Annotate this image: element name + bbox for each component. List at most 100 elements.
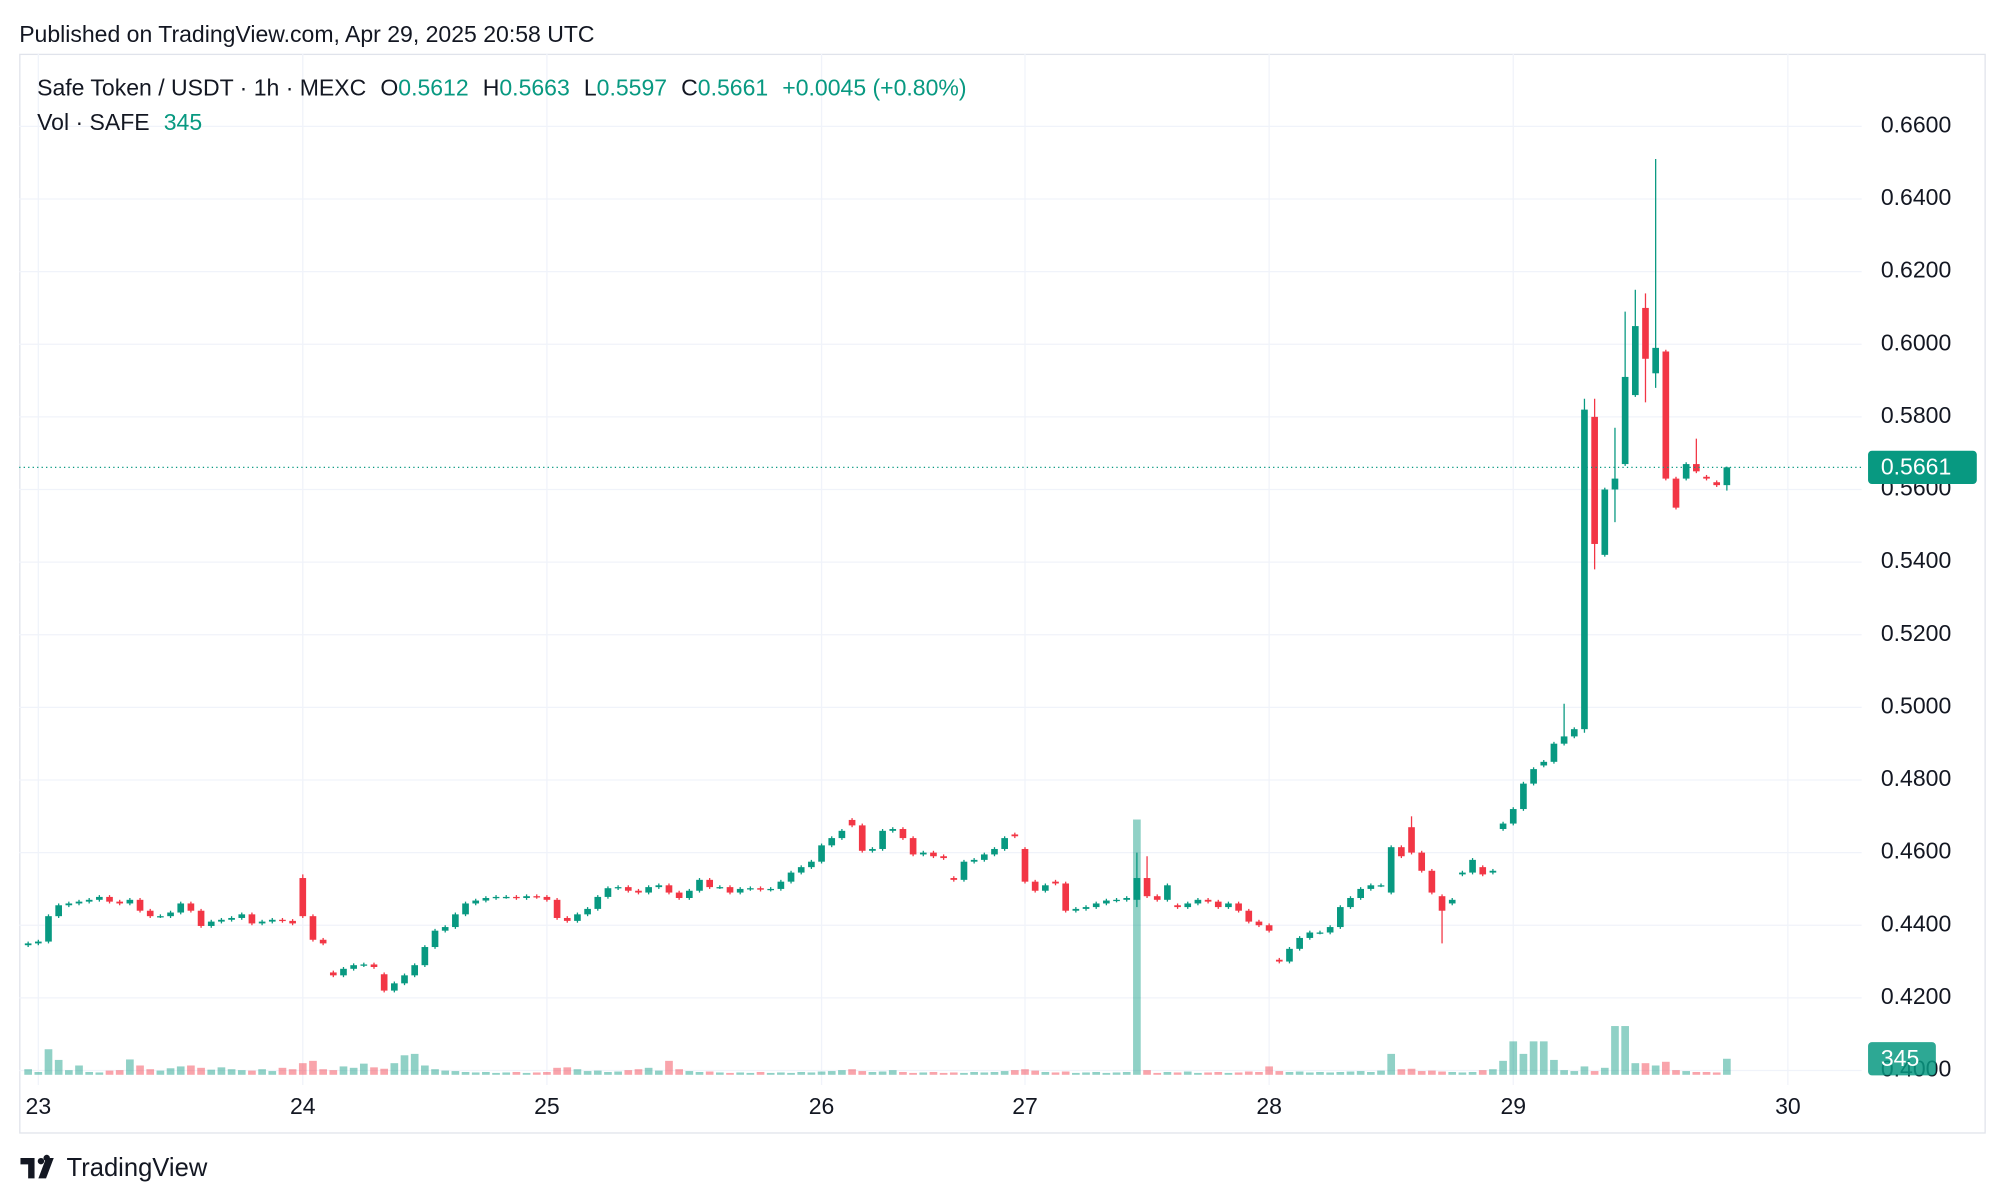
volume-bar bbox=[909, 1072, 917, 1075]
candle-body bbox=[1530, 769, 1537, 784]
volume-bar bbox=[1031, 1070, 1040, 1075]
candle-body bbox=[1520, 783, 1527, 810]
candle-body bbox=[1428, 870, 1436, 893]
volume-bar bbox=[1204, 1072, 1212, 1075]
candle-body bbox=[187, 903, 195, 911]
candle-body bbox=[1377, 885, 1385, 887]
candle-body bbox=[879, 830, 886, 849]
candle-body bbox=[828, 838, 836, 846]
volume-bar bbox=[44, 1049, 53, 1075]
candle-body bbox=[533, 896, 541, 898]
volume-bar bbox=[349, 1067, 358, 1075]
volume-bar bbox=[1265, 1066, 1273, 1075]
volume-bar bbox=[817, 1071, 826, 1075]
logo-dot bbox=[37, 1157, 45, 1165]
low-value: 0.5597 bbox=[597, 75, 667, 101]
volume-bar bbox=[1183, 1071, 1192, 1075]
candle-body bbox=[665, 885, 673, 893]
volume-bar bbox=[685, 1071, 694, 1075]
candle-body bbox=[157, 916, 164, 918]
volume-bar bbox=[248, 1070, 256, 1075]
candle-body bbox=[1509, 809, 1517, 824]
volume-bar bbox=[573, 1069, 582, 1075]
volume-bar bbox=[482, 1071, 490, 1075]
candle-body bbox=[136, 899, 144, 911]
volume-bar bbox=[665, 1060, 673, 1075]
candle-body bbox=[1652, 347, 1659, 374]
volume-bar bbox=[207, 1069, 216, 1075]
candle-body bbox=[462, 903, 469, 915]
volume-bar bbox=[1051, 1072, 1060, 1075]
volume-bar bbox=[777, 1072, 785, 1075]
candle-body bbox=[329, 972, 337, 976]
candle-body bbox=[24, 943, 32, 946]
volume-bar bbox=[949, 1072, 958, 1075]
candle-body bbox=[1591, 416, 1598, 544]
candle-body bbox=[848, 819, 856, 826]
volume-bar bbox=[1519, 1053, 1528, 1075]
volume-bar bbox=[695, 1071, 704, 1075]
candle-body bbox=[1316, 932, 1324, 934]
volume-bar bbox=[1702, 1071, 1711, 1075]
candle-body bbox=[268, 919, 276, 922]
volume-bar bbox=[1061, 1071, 1070, 1075]
candle-body bbox=[1540, 761, 1548, 766]
volume-bar bbox=[878, 1071, 887, 1075]
volume-bar bbox=[716, 1072, 724, 1075]
candles bbox=[24, 159, 1731, 993]
candle-body bbox=[838, 830, 846, 839]
volume-bar bbox=[1509, 1041, 1518, 1075]
candle-body bbox=[919, 852, 927, 855]
ohlc-label: L bbox=[584, 75, 597, 101]
candle-body bbox=[441, 927, 449, 931]
candle-body bbox=[360, 964, 368, 966]
volume-bar bbox=[899, 1071, 907, 1075]
volume-bar bbox=[410, 1053, 419, 1075]
last-price-label: 0.5661 bbox=[1881, 454, 1951, 480]
candle-body bbox=[1103, 900, 1110, 904]
candle-body bbox=[604, 888, 612, 897]
volume-bar bbox=[156, 1070, 165, 1075]
volume-bar bbox=[675, 1069, 683, 1075]
volume-bar bbox=[1133, 819, 1141, 1075]
candle-body bbox=[685, 890, 693, 899]
y-tick-label: 0.6600 bbox=[1881, 111, 1951, 137]
volume-bar bbox=[1072, 1072, 1080, 1075]
volume-bar bbox=[929, 1071, 938, 1075]
volume-bar bbox=[522, 1072, 531, 1075]
volume-bar bbox=[1590, 1071, 1599, 1075]
candle-body bbox=[319, 939, 327, 944]
y-tick-label: 0.4200 bbox=[1881, 983, 1951, 1009]
candle-body bbox=[1092, 903, 1100, 908]
candle-body bbox=[1337, 907, 1344, 928]
candle-body bbox=[553, 899, 561, 918]
volume-bar bbox=[319, 1069, 327, 1075]
volume-bar bbox=[1417, 1071, 1426, 1075]
volume-bar bbox=[756, 1071, 765, 1075]
candle-body bbox=[655, 885, 663, 888]
candle-body bbox=[675, 892, 683, 899]
volume-bar bbox=[1092, 1071, 1101, 1075]
y-tick-label: 0.5800 bbox=[1881, 402, 1951, 428]
x-tick-label: 28 bbox=[1256, 1093, 1282, 1119]
volume-bar bbox=[298, 1063, 307, 1075]
candle-body bbox=[1275, 959, 1283, 962]
volume-bar bbox=[126, 1059, 134, 1075]
volume-bar bbox=[604, 1071, 612, 1075]
chart-frame bbox=[19, 53, 1986, 1134]
volume-bar bbox=[1285, 1071, 1294, 1075]
candle-body bbox=[1082, 907, 1090, 909]
candle-body bbox=[1550, 743, 1558, 762]
candle-body bbox=[258, 921, 266, 924]
grid bbox=[19, 53, 1862, 1086]
open-value: 0.5612 bbox=[398, 75, 468, 101]
volume-bar bbox=[471, 1072, 480, 1075]
volume-bar bbox=[787, 1072, 795, 1075]
candle-body bbox=[645, 887, 652, 893]
candle-body bbox=[716, 887, 724, 889]
candle-body bbox=[970, 859, 978, 862]
volume-bar bbox=[1244, 1071, 1253, 1075]
volume-bar bbox=[441, 1070, 450, 1075]
candle-body bbox=[1296, 937, 1303, 949]
candle-body bbox=[889, 829, 897, 831]
